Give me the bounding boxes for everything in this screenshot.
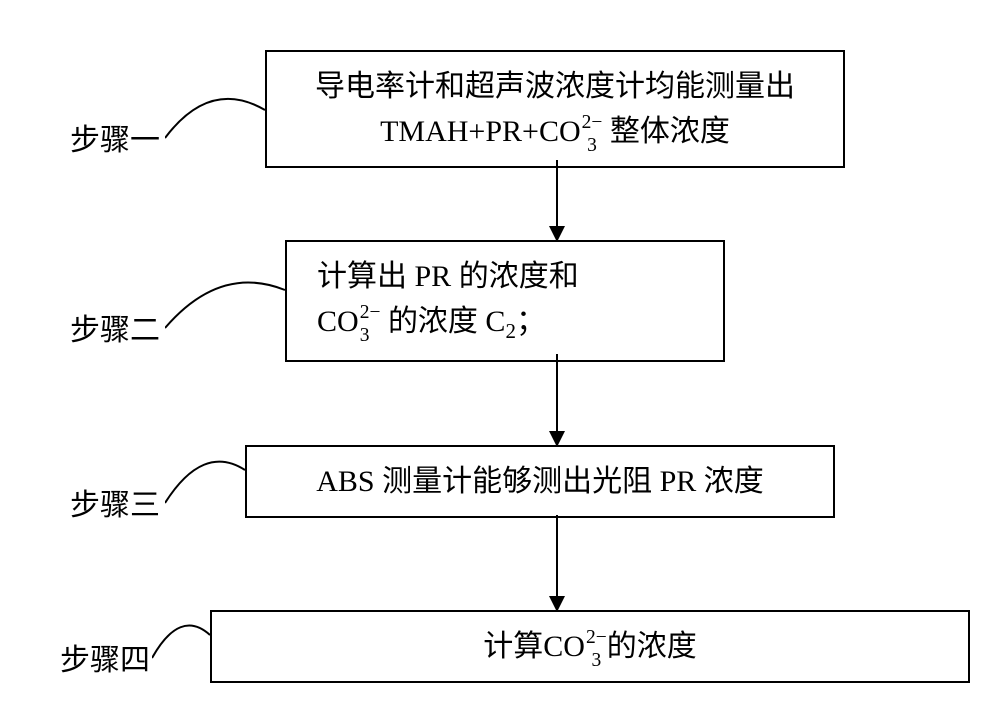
step3-label-text: 步骤三 — [70, 489, 160, 522]
step4-co3-sup: 2− — [586, 628, 607, 648]
step2-label-text: 步骤二 — [70, 314, 160, 347]
step1-line1: 导电率计和超声波浓度计均能测量出 — [287, 64, 823, 109]
step4-prefix: 计算 — [483, 630, 543, 663]
step1-co3-subsup: 2−3 — [582, 115, 603, 154]
step2-line2-mid: 的浓度 C — [380, 305, 505, 338]
arrow-1-to-2 — [545, 160, 569, 242]
step1-line1-text: 导电率计和超声波浓度计均能测量出 — [315, 70, 795, 103]
step4-label-text: 步骤四 — [60, 644, 150, 677]
step4-line: 计算CO2−3的浓度 — [232, 624, 948, 669]
step2-c-sub: 2 — [505, 319, 516, 343]
step3-label: 步骤三 — [70, 480, 160, 524]
step3-line: ABS 测量计能够测出光阻 PR 浓度 — [267, 459, 813, 504]
step1-label-text: 步骤一 — [70, 124, 160, 157]
step1-label: 步骤一 — [70, 115, 160, 159]
step2-line2: CO2−3 的浓度 C2； — [317, 299, 703, 348]
step2-connector — [165, 278, 293, 336]
step1-line2: TMAH+PR+CO2−3 整体浓度 — [287, 109, 823, 154]
step3-text: ABS 测量计能够测出光阻 PR 浓度 — [316, 465, 764, 498]
step2-co3-sup: 2− — [360, 303, 381, 323]
step2-co3-base: CO — [317, 305, 359, 338]
step4-co3-sub: 3 — [586, 651, 607, 671]
step2-box: 计算出 PR 的浓度和 CO2−3 的浓度 C2； — [285, 240, 725, 362]
step4-co3-subsup: 2−3 — [586, 630, 607, 669]
step1-co3-base: CO — [539, 115, 581, 148]
step2-line1-text: 计算出 PR 的浓度和 — [317, 260, 579, 293]
step2-line2-suffix: ； — [516, 305, 546, 338]
step1-line2-prefix: TMAH+PR+ — [380, 115, 539, 148]
step3-connector — [165, 455, 255, 510]
step4-co3-base: CO — [543, 630, 585, 663]
step2-line1: 计算出 PR 的浓度和 — [317, 254, 703, 299]
step3-box: ABS 测量计能够测出光阻 PR 浓度 — [245, 445, 835, 518]
step2-label: 步骤二 — [70, 305, 160, 349]
step4-box: 计算CO2−3的浓度 — [210, 610, 970, 683]
arrow-2-to-3 — [545, 354, 569, 447]
arrow-3-to-4 — [545, 515, 569, 612]
step1-line2-suffix: 整体浓度 — [602, 115, 730, 148]
step1-co3-sub: 3 — [582, 136, 603, 156]
step4-label: 步骤四 — [60, 635, 150, 679]
step4-connector — [152, 618, 218, 666]
step1-co3-sup: 2− — [582, 113, 603, 133]
step2-co3-sub: 3 — [360, 326, 381, 346]
step1-box: 导电率计和超声波浓度计均能测量出 TMAH+PR+CO2−3 整体浓度 — [265, 50, 845, 168]
step2-co3-subsup: 2−3 — [360, 305, 381, 344]
step1-connector — [165, 90, 275, 145]
step4-suffix: 的浓度 — [607, 630, 697, 663]
